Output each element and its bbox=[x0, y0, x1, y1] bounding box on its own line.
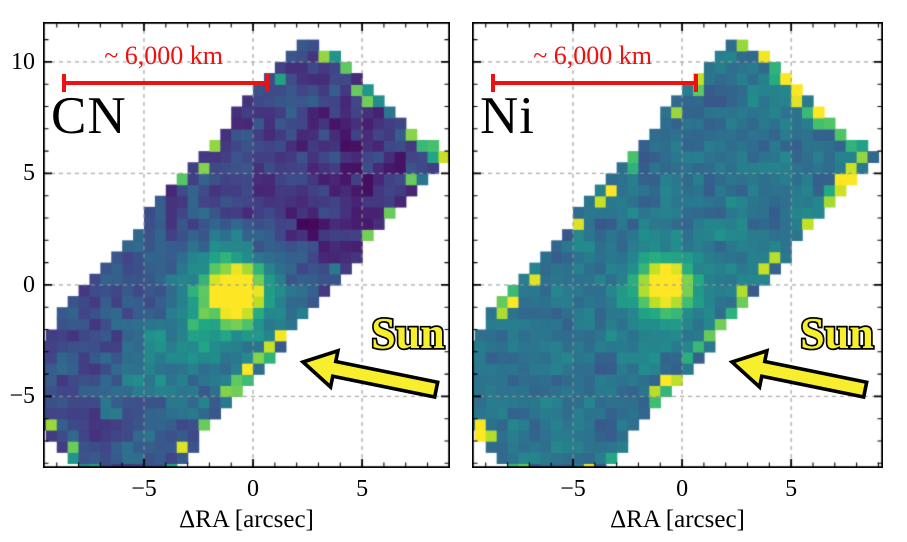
x-tick-label-cn--5: −5 bbox=[131, 476, 157, 502]
scalebar-line-ni bbox=[491, 81, 699, 86]
scalebar-right-cap-cn bbox=[265, 74, 270, 93]
x-axis-label-cn: ΔRA [arcsec] bbox=[179, 506, 314, 533]
x-tick-label-ni-5: 5 bbox=[785, 476, 798, 502]
y-tick-label--5: −5 bbox=[9, 383, 35, 410]
ni-heatmap-canvas bbox=[472, 22, 883, 468]
scalebar-line-cn bbox=[62, 81, 270, 86]
scalebar-left-cap-cn bbox=[62, 74, 67, 93]
x-axis-label-ni: ΔRA [arcsec] bbox=[610, 506, 745, 533]
panel-cn: −5 0 5 −5 0 5 10 ΔRA [arcsec] CN ~ 6,000 km Sun bbox=[9, 22, 450, 533]
scalebar-right-cap-ni bbox=[694, 74, 699, 93]
sun-arrow-icon bbox=[728, 348, 869, 400]
x-tick-label-cn-5: 5 bbox=[356, 476, 369, 502]
x-tick-label-cn-0: 0 bbox=[247, 476, 260, 502]
cn-heatmap-canvas bbox=[43, 22, 450, 468]
sun-label: Sun bbox=[371, 309, 444, 358]
panel-ni: −5 0 5 ΔRA [arcsec] Ni ~ 6,000 km Sun bbox=[472, 22, 883, 533]
species-label-cn: CN bbox=[51, 87, 127, 145]
scalebar-text-cn: ~ 6,000 km bbox=[104, 41, 223, 71]
x-tick-label-ni--5: −5 bbox=[560, 476, 586, 502]
sun-annotation-cn: Sun bbox=[299, 307, 446, 400]
sun-arrow-icon bbox=[299, 348, 440, 400]
x-tick-label-ni-0: 0 bbox=[676, 476, 689, 502]
y-tick-label-5: 5 bbox=[23, 160, 35, 187]
y-tick-label-0: 0 bbox=[23, 271, 35, 298]
scalebar-left-cap-ni bbox=[491, 74, 496, 93]
sun-annotation-ni: Sun bbox=[728, 307, 875, 400]
scalebar-text-ni: ~ 6,000 km bbox=[533, 41, 653, 71]
species-label-ni: Ni bbox=[480, 87, 535, 145]
sun-label: Sun bbox=[800, 309, 873, 358]
y-tick-label-10: 10 bbox=[11, 48, 35, 75]
